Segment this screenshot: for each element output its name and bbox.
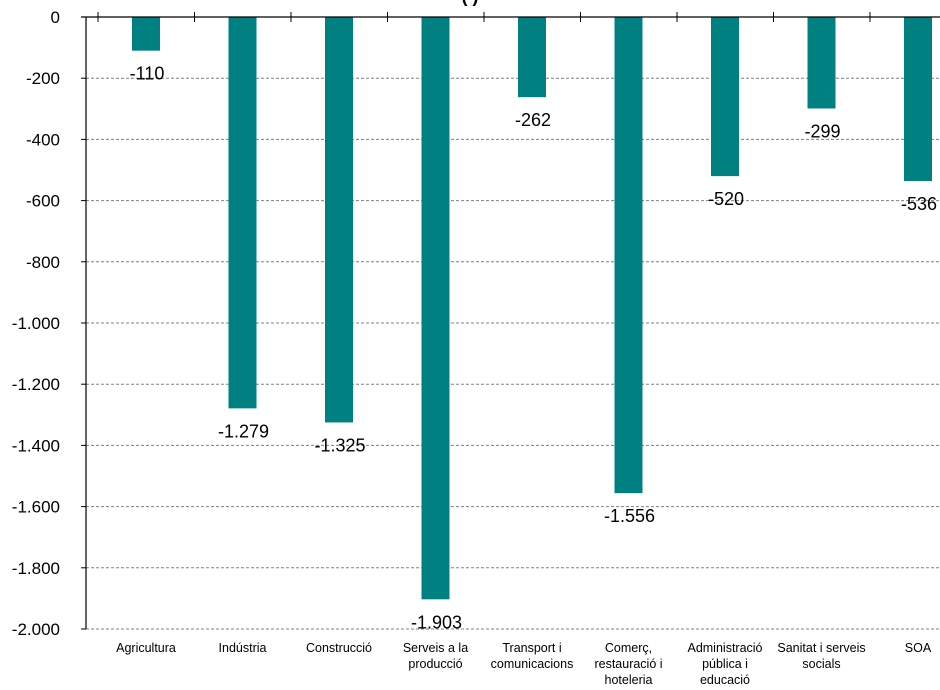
bar (228, 17, 257, 409)
category-label-line: SOA (905, 641, 932, 655)
y-tick-label: -400 (26, 130, 60, 149)
category-label-line: hoteleria (605, 673, 653, 687)
data-label: -520 (708, 189, 744, 209)
category-label-line: educació (700, 673, 750, 687)
y-tick-label: -1.800 (12, 559, 60, 578)
data-label: -299 (804, 121, 840, 141)
category-label: Agricultura (116, 641, 176, 655)
data-label: -1.556 (604, 506, 655, 526)
data-label: -536 (901, 194, 937, 214)
category-label-line: Administració (687, 641, 762, 655)
category-label: Indústria (219, 641, 267, 655)
y-tick-label: -1.000 (12, 314, 60, 333)
bar (325, 17, 353, 423)
category-label-line: producció (408, 657, 462, 671)
bar (132, 17, 160, 51)
category-label-line: Serveis a la (403, 641, 468, 655)
labels: ( ) 0 -200 -400 -600 -800 -1.000 -1.200 -1.400 -… (12, 0, 937, 687)
y-tick-label: -200 (26, 69, 60, 88)
bar (904, 17, 932, 182)
data-label: -1.279 (218, 421, 269, 441)
category-label-line: Indústria (219, 641, 267, 655)
category-label: Administració pública i educació (687, 641, 762, 687)
y-tick-label: -1.200 (12, 375, 60, 394)
data-label: -110 (130, 64, 165, 84)
category-label-line: Comerç, (605, 641, 652, 655)
y-tick-label: -1.600 (12, 498, 60, 517)
bar (807, 17, 836, 109)
category-label: Construcció (306, 641, 372, 655)
category-label-line: Construcció (306, 641, 372, 655)
category-label: Serveis a la producció (403, 641, 468, 671)
grid-lines (86, 77, 940, 630)
category-label: SOA (905, 641, 932, 655)
axes (81, 12, 940, 630)
category-label-line: restauració i (594, 657, 662, 671)
category-label: Sanitat i serveis socials (777, 641, 865, 671)
category-label-line: Sanitat i serveis (777, 641, 865, 655)
y-tick-label: -2.000 (12, 620, 60, 639)
y-tick-label: -800 (26, 253, 60, 272)
bar (518, 17, 546, 98)
bars (132, 17, 932, 600)
category-label-line: pública i (702, 657, 748, 671)
bar (614, 17, 643, 494)
y-tick-label: 0 (51, 8, 60, 27)
bar (711, 17, 739, 177)
chart-title: ( ) (462, 0, 479, 6)
category-label: Transport i comunicacions (491, 641, 574, 671)
category-label-line: socials (802, 657, 840, 671)
data-label: -262 (515, 110, 551, 130)
category-label: Comerç, restauració i hoteleria (594, 641, 662, 687)
category-label-line: comunicacions (491, 657, 574, 671)
bar (421, 17, 450, 600)
category-label-line: Agricultura (116, 641, 176, 655)
data-label: -1.325 (314, 435, 365, 455)
category-label-line: Transport i (502, 641, 561, 655)
data-label: -1.903 (411, 612, 462, 632)
y-tick-label: -600 (26, 192, 60, 211)
y-tick-label: -1.400 (12, 436, 60, 455)
